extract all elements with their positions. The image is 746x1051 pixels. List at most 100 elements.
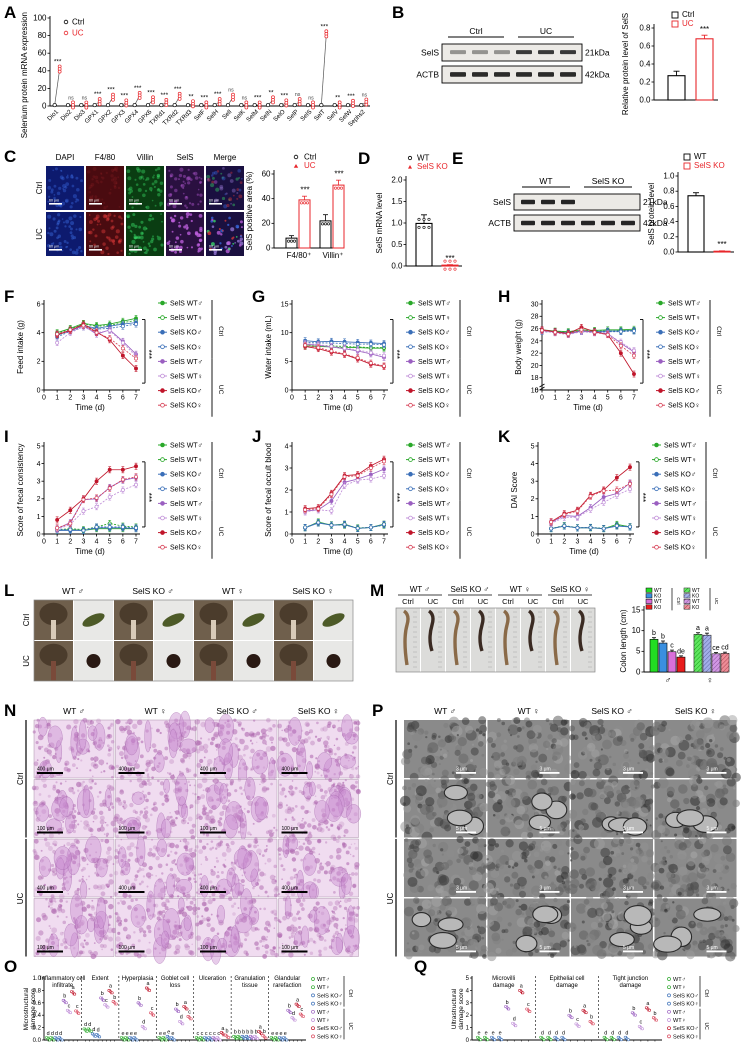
fluor-speck (154, 180, 157, 183)
scale-bar-label: 60 μm (209, 199, 219, 203)
tissue-speck (194, 784, 196, 786)
fluor-speck (240, 237, 243, 240)
tissue-speck (60, 782, 62, 784)
tissue-speck (151, 874, 153, 876)
tissue-speck (354, 843, 356, 845)
tissue-speck (320, 737, 322, 739)
tissue-speck (199, 877, 201, 879)
x-tick-label: 1 (55, 395, 59, 402)
y-tick-label: 5 (285, 359, 289, 366)
y-tick-label: 0.4 (639, 59, 651, 68)
legend-label: SelS KO♂ (170, 388, 202, 395)
crypt (154, 753, 164, 773)
fluor-speck (80, 250, 82, 252)
tissue-speck (90, 757, 94, 761)
tissue-speck (317, 870, 321, 874)
crypt (132, 792, 145, 805)
fluor-speck (97, 220, 100, 223)
crypt (342, 714, 353, 740)
fluor-speck (54, 230, 57, 233)
fluor-speck (72, 185, 75, 188)
tissue-speck (241, 879, 245, 883)
legend-bracket-label: Ctrl (676, 597, 681, 604)
tissue-speck (43, 784, 47, 788)
ctrl-point (66, 103, 69, 106)
fluor-speck (210, 183, 214, 187)
legend-label: KO (692, 605, 699, 611)
tissue-speck (158, 863, 163, 868)
fluor-speck (240, 220, 243, 223)
blot-band (516, 72, 532, 77)
tissue-speck (192, 897, 197, 902)
fluor-speck (237, 226, 239, 228)
tissue-speck (252, 887, 255, 890)
tissue-speck (292, 780, 294, 782)
fluor-speck (207, 231, 211, 235)
y-tick-label: 1 (37, 514, 41, 521)
data-point (69, 328, 72, 331)
tissue-speck (189, 784, 191, 786)
legend-label: SelS KO♀ (418, 403, 450, 410)
x-tick-label: 2 (68, 539, 72, 546)
mouse-tail (211, 661, 216, 680)
tissue-speck (82, 946, 84, 948)
tissue-speck (175, 863, 177, 865)
legend-marker (409, 389, 413, 393)
tissue-speck (126, 934, 131, 939)
tissue-speck (265, 951, 268, 954)
y-tick-label: 4 (37, 330, 41, 337)
fluor-speck (134, 225, 137, 228)
tissue-speck (82, 781, 85, 784)
x-axis-title: Time (d) (75, 547, 105, 556)
tissue-speck (99, 803, 103, 807)
fluor-speck (191, 246, 193, 248)
y-tick-label: 15 (632, 605, 641, 614)
tissue-speck (304, 821, 307, 824)
fluor-speck (114, 168, 117, 171)
panel-g-chart: 0510150 1 2 3 4 5 6 7Time (d)Water intake (mL) *… (262, 292, 500, 434)
data-point (628, 482, 631, 485)
crypt (252, 750, 268, 774)
tissue-speck (262, 787, 268, 793)
fluor-speck (148, 242, 151, 245)
tissue-speck (206, 843, 208, 845)
fluor-speck (116, 251, 119, 254)
column-header: SelS KO ♀ (292, 586, 333, 596)
tissue-speck (142, 825, 147, 830)
fluor-speck (127, 169, 131, 173)
data-point (540, 329, 543, 332)
legend-marker (161, 458, 165, 462)
tissue-speck (197, 796, 199, 798)
tissue-speck (91, 762, 96, 767)
y-tick-label: 60 (262, 169, 271, 178)
fluor-speck (96, 180, 99, 183)
y-tick-label: 3 (37, 479, 41, 486)
blot-band (472, 50, 488, 54)
significance-mark: ** (335, 94, 341, 101)
data-point (108, 525, 111, 528)
crypt (175, 774, 187, 806)
fluor-speck (233, 195, 235, 197)
tissue-speck (48, 846, 53, 851)
data-point (134, 367, 137, 370)
data-point (606, 333, 609, 336)
blot-group-ko: SelS KO (592, 176, 625, 186)
tissue-speck (206, 917, 211, 922)
data-point (550, 520, 553, 523)
significance-mark: *** (174, 86, 182, 93)
tissue-speck (209, 896, 211, 898)
fluor-speck (91, 178, 93, 180)
scale-bar-label: 400 μm (37, 886, 54, 892)
tissue-speck (64, 945, 68, 949)
crypt (283, 835, 289, 857)
tissue-speck (211, 840, 213, 842)
ctrl-point (253, 103, 256, 106)
panel-f-label: F (4, 288, 14, 307)
data-point (356, 348, 359, 351)
tissue-speck (198, 816, 202, 820)
tissue-speck (113, 816, 118, 821)
legend-label: SelS WT♂ (418, 301, 451, 308)
data-point (382, 354, 385, 357)
x-tick-label: 6 (615, 539, 619, 546)
tissue-speck (34, 761, 39, 766)
